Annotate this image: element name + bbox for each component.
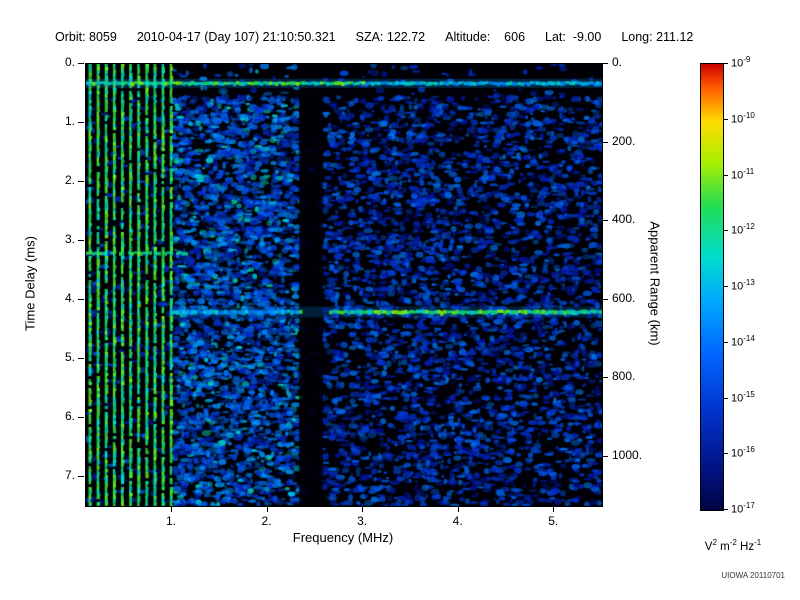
y-right-tick-label: 800.	[612, 369, 636, 384]
colorbar-tick-label: 10-15	[731, 389, 755, 405]
colorbar-tick-mark	[724, 341, 728, 343]
y-left-tick-mark	[78, 475, 84, 477]
y-left-tick-mark	[78, 63, 84, 64]
y-left-tick-mark	[78, 298, 84, 300]
header-field-lat: Lat: -9.00	[545, 30, 602, 44]
y-right-tick-label: 200.	[612, 133, 636, 148]
x-tick-mark	[362, 506, 364, 512]
y-right-tick-mark	[602, 455, 608, 457]
y-right-tick-mark	[602, 377, 608, 379]
colorbar-tick-label: 10-12	[731, 222, 755, 237]
colorbar-tick-mark	[724, 230, 728, 232]
colorbar-tick-mark	[724, 453, 728, 455]
colorbar-tick-mark	[724, 397, 728, 399]
x-tick-mark	[266, 506, 268, 512]
credit-text: UIOWA 20110701	[721, 571, 785, 580]
colorbar-tick-label: 10-17	[731, 501, 755, 516]
colorbar-tick-label: 10-9	[731, 55, 751, 70]
colorbar-tick-label: 10-14	[731, 333, 755, 349]
x-tick-label: 3.	[357, 514, 368, 528]
header-field-long: Long: 211.12	[621, 30, 694, 44]
y-left-tick-mark	[78, 357, 84, 359]
spectrogram-canvas	[86, 64, 602, 506]
colorbar-tick-label: 10-10	[731, 110, 755, 126]
colorbar-tick-label: 10-16	[731, 445, 755, 460]
colorbar-tick-mark	[724, 174, 728, 176]
x-tick-label: 4.	[452, 514, 463, 528]
x-tick-label: 1.	[165, 514, 176, 528]
y-right-tick-mark	[602, 298, 608, 300]
colorbar-tick-mark	[724, 286, 728, 287]
y-right-tick-mark	[602, 63, 608, 64]
header-field-altitude: Altitude: 606	[445, 30, 526, 44]
x-tick-label: 5.	[548, 514, 559, 528]
y-right-tick-mark	[602, 141, 608, 143]
y-right-tick-mark	[602, 220, 608, 222]
x-tick-mark	[457, 506, 459, 512]
x-axis-title: Frequency (MHz)	[292, 530, 394, 545]
y-left-tick-label: 5.	[64, 349, 75, 364]
y-right-tick-label: 400.	[612, 212, 636, 227]
y-left-tick-label: 0.	[64, 55, 75, 69]
x-tick-mark	[553, 506, 555, 512]
y-left-tick-label: 6.	[64, 408, 75, 423]
y-right-tick-label: 0.	[612, 55, 623, 69]
colorbar-unit-label: V2 m-2 Hz-1	[704, 538, 762, 553]
colorbar	[700, 63, 724, 511]
header-info: Orbit: 8059 2010-04-17 (Day 107) 21:10:5…	[55, 30, 693, 44]
y-left-tick-label: 2.	[64, 172, 75, 187]
y-right-tick-label: 1000.	[612, 447, 643, 462]
header-field-sza: SZA: 122.72	[355, 30, 426, 44]
x-tick-label: 2.	[261, 514, 272, 528]
y-left-tick-mark	[78, 180, 84, 182]
y-left-tick-label: 7.	[64, 467, 75, 482]
colorbar-tick-label: 10-11	[731, 166, 755, 182]
y-left-tick-mark	[78, 239, 84, 241]
y-left-tick-mark	[78, 416, 84, 418]
y-left-tick-mark	[78, 121, 84, 123]
header-field-datetime: 2010-04-17 (Day 107) 21:10:50.321	[136, 30, 336, 44]
y-left-tick-label: 3.	[64, 231, 75, 246]
y-right-tick-label: 600.	[612, 290, 636, 305]
left-axis-title: Time Delay (ms)	[22, 236, 38, 331]
colorbar-tick-mark	[724, 118, 728, 120]
y-left-tick-label: 4.	[64, 290, 75, 305]
x-tick-mark	[171, 506, 172, 512]
colorbar-tick-label: 10-13	[731, 278, 755, 293]
colorbar-tick-mark	[724, 509, 728, 510]
y-left-tick-label: 1.	[64, 113, 75, 128]
header-field-orbit: Orbit: 8059	[55, 30, 117, 44]
plot-area	[85, 63, 603, 507]
colorbar-tick-mark	[724, 63, 728, 64]
